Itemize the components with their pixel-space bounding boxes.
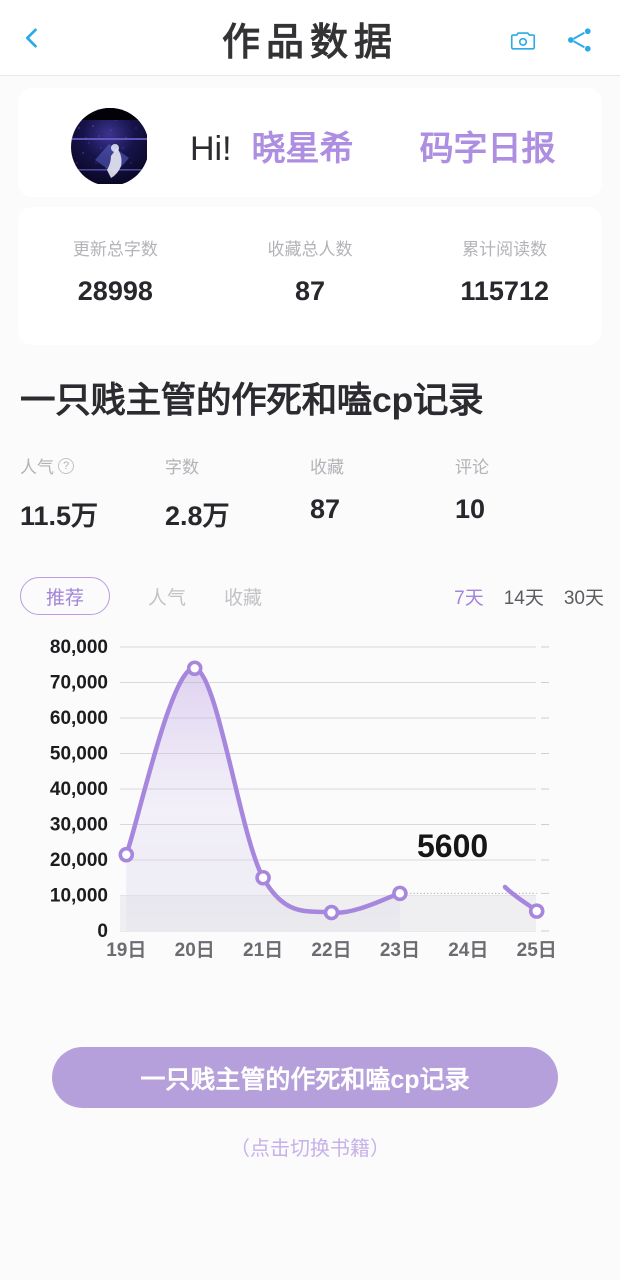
svg-text:22日: 22日 (311, 940, 351, 961)
svg-text:25日: 25日 (517, 940, 557, 961)
svg-text:23日: 23日 (380, 940, 420, 961)
svg-text:24日: 24日 (448, 940, 488, 961)
svg-text:0: 0 (97, 921, 108, 942)
svg-text:60,000: 60,000 (50, 708, 108, 729)
svg-text:19日: 19日 (106, 940, 146, 961)
svg-text:21日: 21日 (243, 940, 283, 961)
svg-text:30,000: 30,000 (50, 815, 108, 836)
svg-text:20日: 20日 (175, 940, 215, 961)
svg-text:40,000: 40,000 (50, 779, 108, 800)
svg-text:5600: 5600 (417, 828, 488, 864)
svg-text:50,000: 50,000 (50, 744, 108, 765)
svg-text:10,000: 10,000 (50, 886, 108, 907)
svg-text:70,000: 70,000 (50, 673, 108, 694)
svg-text:80,000: 80,000 (50, 637, 108, 658)
svg-text:20,000: 20,000 (50, 850, 108, 871)
